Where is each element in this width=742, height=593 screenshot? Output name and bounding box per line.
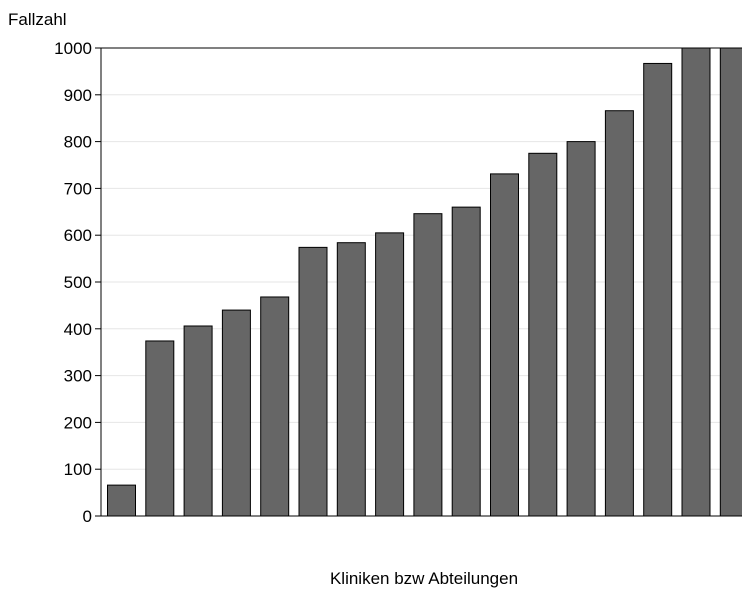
y-tick-label: 700	[64, 179, 92, 198]
bar	[451, 206, 481, 517]
bar	[336, 242, 366, 517]
y-tick-label: 0	[83, 507, 92, 526]
bar	[490, 173, 519, 517]
y-tick-label: 500	[64, 273, 92, 292]
bar	[719, 47, 742, 517]
y-axis-title: Fallzahl	[8, 10, 67, 29]
bar	[260, 296, 290, 517]
bar	[221, 309, 251, 517]
bar	[643, 62, 673, 517]
bar	[413, 213, 443, 517]
bar	[604, 110, 634, 517]
y-tick-label: 600	[64, 226, 92, 245]
bar	[566, 141, 596, 517]
bar	[183, 325, 213, 517]
y-tick-label: 200	[64, 413, 92, 432]
bar	[107, 484, 136, 517]
y-tick-label: 400	[64, 320, 92, 339]
bar	[375, 232, 405, 517]
y-tick-label: 1000	[54, 39, 92, 58]
y-tick-label: 300	[64, 367, 92, 386]
y-tick-label: 800	[64, 133, 92, 152]
y-tick-label: 900	[64, 86, 92, 105]
bar	[681, 47, 711, 517]
bar	[298, 246, 328, 517]
bar	[528, 152, 558, 517]
x-axis-title: Kliniken bzw Abteilungen	[330, 569, 518, 588]
bar	[145, 340, 175, 517]
y-tick-label: 100	[64, 460, 92, 479]
y-axis: 0 100 200 300 400 500 600 700 800 900 1000	[54, 39, 742, 526]
